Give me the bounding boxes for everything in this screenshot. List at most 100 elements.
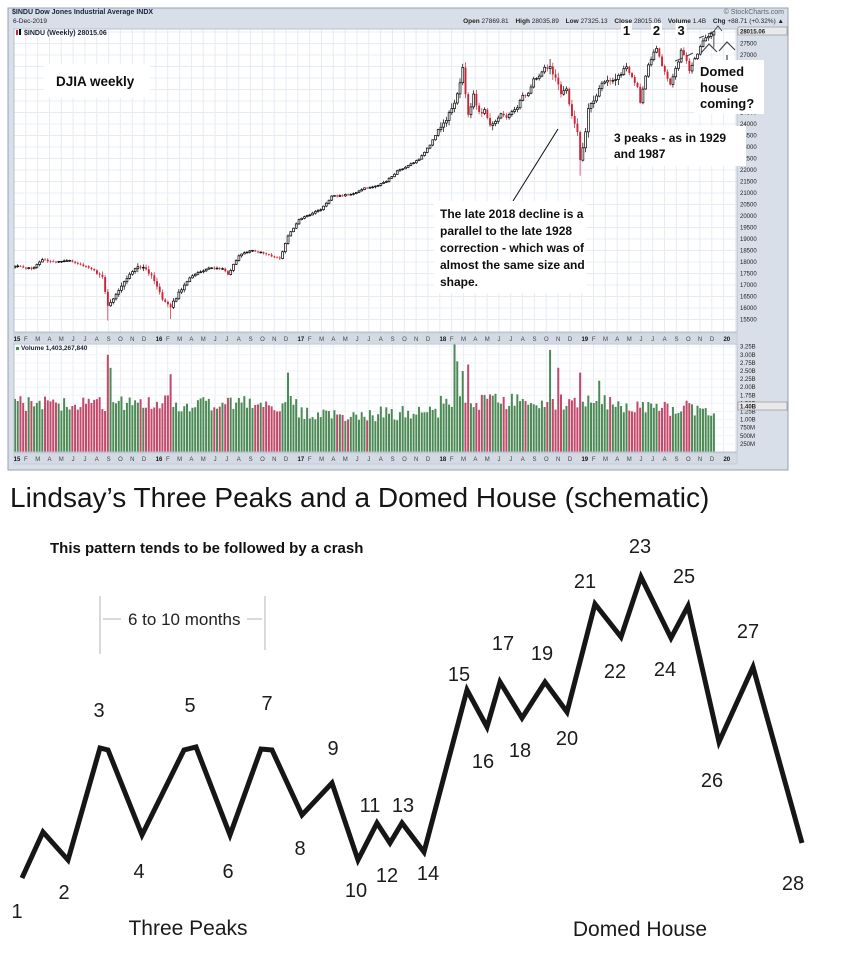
three-peaks-domed-house-drawing: 1234567891011121314151617181920212223242… — [11, 536, 805, 923]
close-label: Close — [614, 18, 633, 25]
svg-text:16: 16 — [156, 457, 163, 463]
svg-text:J: J — [509, 337, 512, 343]
svg-text:N: N — [414, 457, 418, 463]
annotation-three-peaks: 3 peaks - as in 1929 and 1987 — [608, 126, 746, 166]
svg-text:500M: 500M — [740, 434, 755, 440]
svg-text:D: D — [710, 337, 715, 343]
svg-text:shape.: shape. — [440, 275, 478, 289]
svg-text:M: M — [485, 337, 490, 343]
svg-text:J: J — [367, 337, 370, 343]
svg-text:S: S — [674, 457, 678, 463]
svg-text:22: 22 — [604, 661, 626, 683]
svg-text:J: J — [651, 337, 654, 343]
svg-text:21: 21 — [574, 571, 596, 593]
svg-text:15: 15 — [14, 337, 21, 343]
svg-text:N: N — [414, 337, 418, 343]
svg-text:O: O — [544, 457, 549, 463]
svg-text:D: D — [568, 457, 573, 463]
svg-text:1.25B: 1.25B — [740, 410, 756, 416]
svg-text:J: J — [640, 337, 643, 343]
svg-text:3: 3 — [677, 23, 684, 38]
svg-text:26: 26 — [701, 770, 723, 792]
svg-text:17500: 17500 — [740, 272, 757, 278]
svg-text:S: S — [249, 337, 253, 343]
svg-text:M: M — [201, 457, 206, 463]
svg-text:A: A — [95, 337, 99, 343]
svg-text:28015.06: 28015.06 — [740, 30, 766, 36]
duration-bracket — [99, 596, 266, 654]
svg-text:N: N — [556, 457, 560, 463]
svg-text:S: S — [532, 337, 536, 343]
svg-text:27: 27 — [737, 621, 759, 643]
three-peaks-caption: Three Peaks — [128, 917, 248, 940]
svg-text:O: O — [686, 457, 691, 463]
svg-text:J: J — [356, 457, 359, 463]
annotation-djia-weekly: DJIA weekly — [44, 64, 150, 98]
svg-text:S: S — [391, 457, 395, 463]
svg-text:N: N — [698, 337, 702, 343]
svg-text:F: F — [592, 457, 596, 463]
svg-text:A: A — [473, 337, 477, 343]
svg-text:18: 18 — [440, 337, 447, 343]
svg-text:J: J — [84, 337, 87, 343]
svg-text:M: M — [343, 337, 348, 343]
svg-text:D: D — [284, 337, 289, 343]
svg-text:18500: 18500 — [740, 249, 757, 255]
high-value: 28035.89 — [531, 18, 559, 25]
svg-text:1.75B: 1.75B — [740, 393, 756, 399]
svg-text:S: S — [249, 457, 253, 463]
svg-text:22500: 22500 — [740, 157, 757, 163]
svg-text:DJIA weekly: DJIA weekly — [56, 74, 135, 89]
svg-text:6: 6 — [222, 861, 233, 883]
svg-text:D: D — [568, 337, 573, 343]
svg-text:Domed: Domed — [700, 64, 744, 79]
chart-date: 6-Dec-2019 — [13, 18, 47, 25]
svg-text:M: M — [177, 337, 182, 343]
svg-text:J: J — [356, 337, 359, 343]
close-value: 28015.06 — [633, 18, 662, 25]
svg-text:16: 16 — [472, 751, 494, 773]
svg-text:F: F — [24, 457, 28, 463]
svg-text:20: 20 — [723, 457, 730, 463]
svg-text:N: N — [556, 337, 560, 343]
svg-text:N: N — [698, 457, 702, 463]
volume-value: 1.4B — [692, 18, 707, 25]
section-title: Lindsay’s Three Peaks and a Domed House … — [10, 482, 710, 513]
svg-text:A: A — [663, 457, 667, 463]
chart-quote-row: 6-Dec-2019 Open 27869.81 High 28035.89 L… — [9, 17, 787, 27]
svg-text:20500: 20500 — [740, 203, 757, 209]
svg-text:A: A — [331, 457, 335, 463]
svg-text:3 peaks - as in 1929: 3 peaks - as in 1929 — [614, 131, 726, 145]
svg-text:1: 1 — [623, 23, 630, 38]
svg-text:23000: 23000 — [740, 145, 757, 151]
volume-legend-icon — [16, 347, 19, 350]
svg-text:O: O — [260, 337, 265, 343]
svg-text:J: J — [225, 457, 228, 463]
svg-text:A: A — [379, 337, 383, 343]
chart-quote-values: Open 27869.81 High 28035.89 Low 27325.13… — [458, 17, 784, 27]
svg-text:J: J — [214, 457, 217, 463]
svg-text:1.40B: 1.40B — [740, 405, 757, 411]
date-axis: 15 F M A M J J A S O N D 16 F M A M J J A S O N D 17 F M A M J J A S O N D 1… — [14, 332, 738, 345]
svg-text:A: A — [189, 337, 193, 343]
svg-text:J: J — [84, 457, 87, 463]
svg-text:15500: 15500 — [740, 318, 757, 324]
date-axis: 15 F M A M J J A S O N D 16 F M A M J J A S O N D 17 F M A M J J A S O N D 1… — [14, 452, 738, 465]
crash-note: This pattern tends to be followed by a c… — [50, 540, 364, 557]
svg-text:9: 9 — [327, 738, 338, 760]
svg-text:19500: 19500 — [740, 226, 757, 232]
svg-text:A: A — [189, 457, 193, 463]
svg-text:D: D — [426, 337, 431, 343]
svg-text:16500: 16500 — [740, 295, 757, 301]
svg-text:O: O — [118, 457, 123, 463]
svg-text:13: 13 — [392, 795, 414, 817]
svg-text:A: A — [615, 457, 619, 463]
svg-text:J: J — [72, 457, 75, 463]
svg-text:3.25B: 3.25B — [740, 345, 756, 351]
volume-axis: 3.25B3.00B2.75B2.50B2.25B2.00B1.75B1.50B… — [737, 345, 788, 448]
plot-ticker-label: $INDU (Weekly) 28015.06 — [16, 29, 107, 37]
svg-text:1.00B: 1.00B — [740, 418, 756, 424]
svg-text:M: M — [177, 457, 182, 463]
svg-text:20000: 20000 — [740, 214, 757, 220]
